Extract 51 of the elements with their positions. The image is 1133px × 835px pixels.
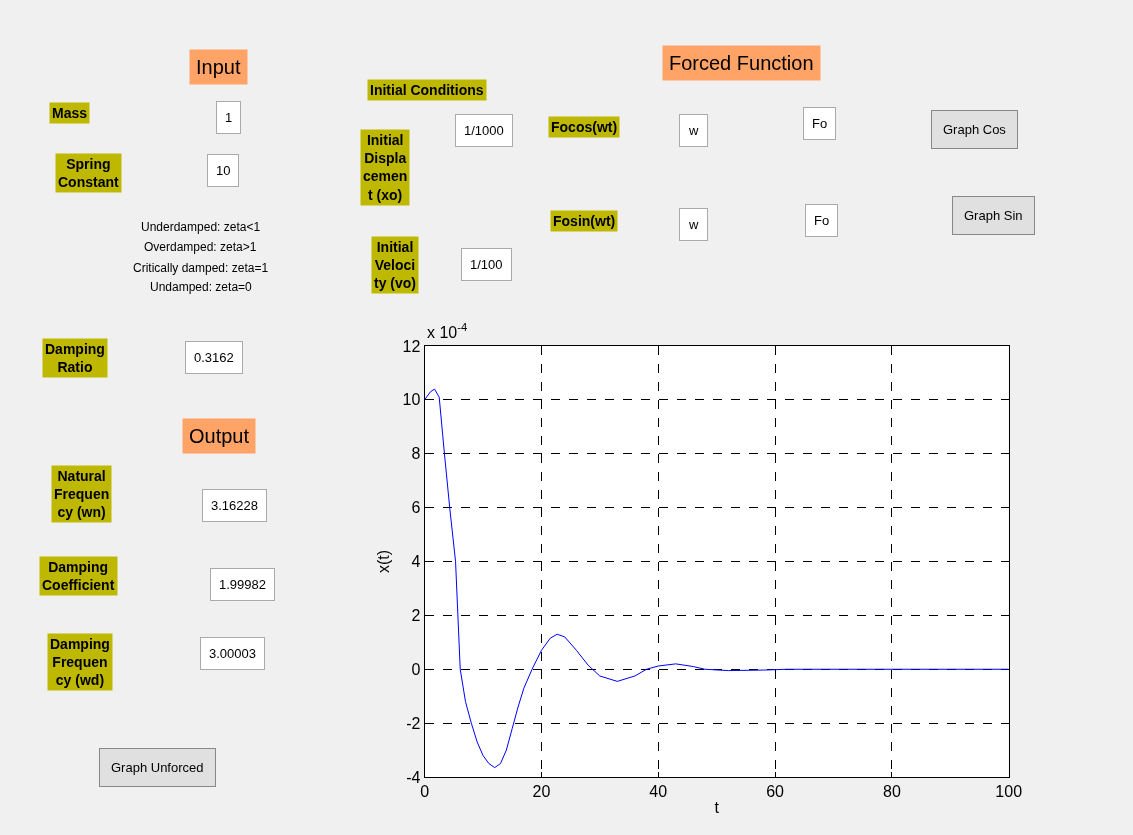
text: Spring Constant bbox=[58, 156, 119, 191]
x-tick-label: 20 bbox=[532, 783, 551, 801]
y-tick-label: 12 bbox=[402, 337, 421, 355]
text: Graph Sin bbox=[964, 208, 1023, 223]
text: Output bbox=[189, 425, 250, 447]
text: Natural Frequen cy (wn) bbox=[54, 468, 110, 521]
text: 1/1000 bbox=[464, 123, 504, 138]
text: w bbox=[688, 217, 699, 232]
line-series bbox=[424, 388, 1009, 769]
text: Focos(wt) bbox=[551, 119, 618, 135]
text: Underdamped: zeta<1 bbox=[141, 220, 261, 234]
x-tick-label: 100 bbox=[995, 783, 1023, 801]
text: Initial Displa cemen t (xo) bbox=[363, 132, 408, 203]
text: Input bbox=[196, 56, 241, 78]
text: Fosin(wt) bbox=[553, 213, 616, 229]
text: 10 bbox=[216, 163, 231, 178]
y-tick-label: -2 bbox=[406, 714, 421, 732]
y-tick-label: -4 bbox=[406, 768, 421, 786]
text: Critically damped: zeta=1 bbox=[133, 261, 269, 275]
y-tick-label: 8 bbox=[411, 445, 421, 463]
x-tick-label: 40 bbox=[649, 783, 668, 801]
text: 3.00003 bbox=[209, 646, 256, 661]
y-tick-label: 0 bbox=[411, 660, 421, 678]
text: 1.99982 bbox=[219, 577, 266, 592]
x-axis-title: t bbox=[714, 798, 720, 816]
text: 1 bbox=[225, 110, 233, 125]
text: Graph Unforced bbox=[111, 760, 204, 775]
text: 1/100 bbox=[470, 257, 503, 272]
text: w bbox=[688, 123, 699, 138]
text: x 10$^{-4}$ bbox=[427, 321, 468, 341]
y-tick-label: 10 bbox=[402, 391, 421, 409]
y-tick-label: 6 bbox=[411, 499, 421, 517]
text: Undamped: zeta=0 bbox=[150, 280, 253, 294]
x-tick-label: 60 bbox=[766, 783, 785, 801]
x-tick-label: 80 bbox=[882, 783, 901, 801]
text: Initial Conditions bbox=[370, 82, 484, 98]
text: Mass bbox=[52, 105, 88, 121]
text: Fo bbox=[812, 116, 828, 131]
text: Damping Ratio bbox=[45, 341, 105, 376]
text: 3.16228 bbox=[211, 498, 258, 513]
text: Initial Veloci ty (vo) bbox=[374, 239, 416, 292]
text: Overdamped: zeta>1 bbox=[144, 240, 257, 254]
text: Forced Function bbox=[669, 52, 814, 74]
text: Damping Frequen cy (wd) bbox=[50, 636, 110, 689]
y-tick-label: 2 bbox=[411, 606, 421, 624]
y-axis-title: x(t) bbox=[375, 549, 393, 574]
text: Fo bbox=[814, 213, 830, 228]
y-tick-label: 4 bbox=[411, 553, 421, 571]
text: 0.3162 bbox=[194, 350, 234, 365]
text: Graph Cos bbox=[943, 122, 1007, 137]
text: Damping Coefficient bbox=[42, 559, 115, 594]
